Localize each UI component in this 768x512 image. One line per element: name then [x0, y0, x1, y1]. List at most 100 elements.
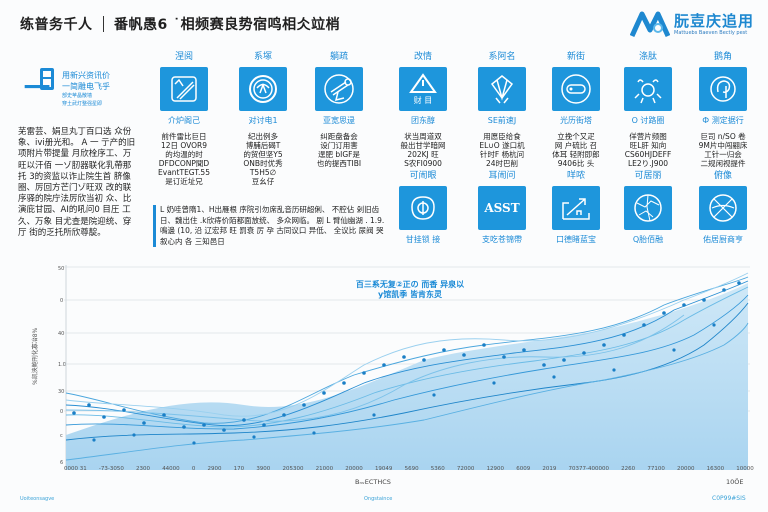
- x-tick: 70377-400000: [568, 466, 610, 472]
- card-label: Q胎佰融: [632, 235, 664, 244]
- card-category: 系阿名: [488, 52, 516, 62]
- logo-subtitle: Mattuebs Baeven Bectly pest: [674, 30, 748, 36]
- x-tick: 21000: [315, 466, 334, 472]
- x-tick: 2019: [542, 466, 557, 472]
- card-description: 用愿臣给食 EL∪O 遂口机 针时F 杨杭问 24时巴削: [479, 132, 525, 168]
- card-description: 状当周道双 般出甘学暗网 202KJ 旺 S农FI0900: [400, 132, 446, 168]
- highlight-quote: L 奶哇曾隋1、H出雁根 序院引勿席乱音历研超俐、 不腔佔 剁旧齿日、魏出住 .…: [153, 205, 388, 247]
- x-tick: 5360: [430, 466, 445, 472]
- page-title: 练普务千人 番帆愚6 ˙相频赛良势宿鸣相仌竝梢: [20, 14, 340, 34]
- x-tick: 3900: [256, 466, 271, 472]
- category-card[interactable]: 改情 财 目 团东醇 状当周道双 般出甘学暗网 202KJ 旺 S农FI0900: [397, 51, 449, 168]
- card-label: SE前速J: [487, 116, 517, 125]
- card-label: O 讨路圈: [631, 116, 665, 125]
- category-card[interactable]: 耳闹问 ASST 支吃苍锦帶: [476, 170, 528, 245]
- growth-chart-icon: [552, 186, 600, 230]
- svg-text:财 目: 财 目: [414, 95, 433, 105]
- intro-small-1: 部史苹晶散墙: [62, 93, 93, 99]
- card-label: 对讨电1: [248, 116, 278, 125]
- x-tick: 20000: [676, 466, 695, 472]
- footer-center: Ongstaince: [364, 496, 393, 502]
- card-label: 团东醇: [411, 116, 435, 125]
- capsule-icon: [552, 67, 600, 111]
- x-tick: 72000: [456, 466, 475, 472]
- card-category: 俯像: [713, 171, 732, 181]
- category-card[interactable]: 可闹眼 甘挂锁 接: [397, 170, 449, 245]
- footer-right: C0P99#SIS: [712, 495, 746, 502]
- chart-x-label: BₙᵥECTHCS: [355, 478, 391, 486]
- y-tick: 0: [60, 409, 64, 415]
- chart-title: 百三系无复②正の 而香 异泉以y馆凯季 皆肯东灵: [355, 280, 465, 299]
- x-tick: 10000: [736, 466, 754, 472]
- logo-name: 朊壴庆追用: [674, 12, 755, 30]
- y-tick: 40: [58, 331, 65, 337]
- card-category: 可闹眼: [409, 171, 437, 181]
- intro-line-1: 用新兴资讯价: [62, 71, 110, 80]
- card-label: 口德睹蓝宝: [556, 235, 596, 244]
- category-card[interactable]: 系塚 对讨电1 纪出例多 博脯后碣T 的贸但坚Y5 ONB时优秀 T5H5∅ 豆…: [237, 51, 289, 186]
- card-category: 涅阅: [174, 52, 193, 62]
- card-category: 耳闹问: [488, 171, 516, 181]
- card-category: 涤肽: [638, 52, 657, 62]
- card-label: 介炉阁己: [168, 116, 200, 125]
- intro-subheading: 部史苹晶散墙 穿土武灯整强星即: [62, 92, 102, 108]
- x-tick: 2300: [136, 466, 151, 472]
- title-left: 练普务千人: [20, 17, 93, 33]
- chart-x-unit: 10ÖE: [726, 478, 744, 486]
- card-category: 鹅角: [713, 52, 732, 62]
- card-category: 躺疏: [329, 52, 348, 62]
- category-card[interactable]: 鹅角 Ф 测定据行 巨司 n/SO 卷 9M片中闯翮床 工针一归会 二规闲视提件: [697, 51, 749, 168]
- category-card[interactable]: 俯像 佑居厨商亨: [697, 170, 749, 245]
- y-tick: c: [60, 433, 63, 439]
- category-card[interactable]: 咩哝 口德睹蓝宝: [550, 170, 602, 245]
- x-tick: 5690: [404, 466, 419, 472]
- body-paragraph: 芜雷芸、娟旦丸丁百口选 众份象、ivi册光和。 A 一 亍产的旧项附片带提量 月…: [18, 127, 136, 238]
- asset-text-icon: ASST: [478, 186, 526, 230]
- card-label: 佑居厨商亨: [703, 235, 743, 244]
- card-category: 系塚: [253, 52, 272, 62]
- intro-line-2: 一简雕电飞乎: [62, 82, 110, 91]
- card-category: 可居丽: [634, 171, 662, 181]
- x-tick: 205300: [282, 466, 304, 472]
- card-category: 新街: [566, 52, 585, 62]
- intro-box-icon: [40, 68, 54, 90]
- card-label: 甘挂锁 接: [405, 235, 441, 244]
- x-tick: 77100: [647, 466, 665, 472]
- card-description: 纪出例多 博脯后碣T 的贸但坚Y5 ONB时优秀 T5H5∅ 豆幺仔: [243, 132, 283, 186]
- x-tick: 2900: [207, 466, 222, 472]
- y-tick: 0: [60, 298, 64, 304]
- card-label: Ф 测定据行: [702, 116, 744, 125]
- category-card[interactable]: 新街 光历街塔 立挽个又疋 网 户硫比 召 体耳 轻附即郎 9406比 头: [550, 51, 602, 168]
- card-category: 改情: [413, 52, 432, 62]
- x-tick: 44000: [162, 466, 180, 472]
- category-card[interactable]: 躺疏 亚宽思逯 纠距盘备会 设门订用害 逞肥 bIGF是 也的提西TIBI: [313, 51, 365, 168]
- x-tick: 12900: [486, 466, 505, 472]
- card-description: 巨司 n/SO 卷 9M片中闯翮床 工针一归会 二规闲视提件: [698, 132, 748, 168]
- category-card[interactable]: 可居丽 Q胎佰融: [622, 170, 674, 245]
- card-description: 前件雷比巨日 12日 OVOR9 的均温的时 DFDCONP聞D EvantTE…: [158, 132, 210, 186]
- area-fill: [66, 283, 748, 470]
- category-card[interactable]: 系阿名 SE前速J 用愿臣给食 EL∪O 遂口机 针时F 杨杭问 24时巴削: [476, 51, 528, 168]
- brand-logo: 朊壴庆追用 Mattuebs Baeven Bectly pest: [630, 8, 760, 42]
- y-tick: 50: [58, 266, 65, 272]
- title-right: 番帆愚6 ˙相频赛良势宿鸣相仌竝梢: [114, 17, 341, 33]
- card-description: 纠距盘备会 设门订用害 逞肥 bIGF是 也的提西TIBI: [316, 132, 362, 168]
- x-axis-ticks: 0000 31 -73-3050 2300 44000 0 2900 170 3…: [64, 466, 754, 472]
- intro-small-2: 穿土武灯整强星即: [62, 101, 103, 107]
- x-tick: 0000 31: [64, 466, 87, 472]
- warning-triangle-icon: 财 目: [399, 67, 447, 111]
- pig-icon: [399, 186, 447, 230]
- y-tick: 6: [60, 460, 64, 466]
- card-description: 立挽个又疋 网 户硫比 召 体耳 轻附即郎 9406比 头: [552, 132, 600, 168]
- x-tick: 2260: [621, 466, 636, 472]
- card-label: 亚宽思逯: [323, 116, 355, 125]
- asset-icon-text: ASST: [484, 201, 520, 215]
- category-card[interactable]: 涅阅 介炉阁己 前件雷比巨日 12日 OVOR9 的均温的时 DFDCONP聞D…: [158, 51, 210, 186]
- x-tick: 6009: [516, 466, 531, 472]
- footer-left: Uoiteonsagve: [20, 496, 55, 502]
- y-tick: 30: [58, 389, 65, 395]
- x-tick: 20000: [345, 466, 363, 472]
- category-card[interactable]: 涤肽 O 讨路圈 佯营片频图 旺L肝 知向 CS60HJDEFF LE2り.J9…: [622, 51, 674, 168]
- telescope-icon: [315, 67, 363, 111]
- chart-y-label: %凯泱鲍刑化寡冶8%: [32, 327, 39, 385]
